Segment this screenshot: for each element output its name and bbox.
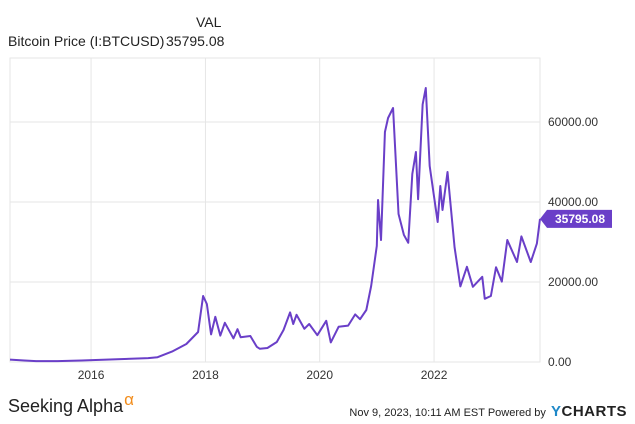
x-tick-label: 2018 — [192, 368, 219, 382]
y-axis: 0.00 20000.00 40000.00 60000.00 — [548, 115, 598, 369]
x-tick-label: 2016 — [78, 368, 105, 382]
x-tick-label: 2022 — [421, 368, 448, 382]
seeking-alpha-logo: Seeking Alphaα — [8, 390, 134, 416]
y-tick-label: 20000.00 — [548, 275, 598, 289]
y-tick-label: 40000.00 — [548, 195, 598, 209]
last-value-badge — [540, 209, 612, 228]
series-line — [9, 87, 541, 363]
chart-grid — [9, 57, 541, 363]
legend-series-value: 35795.08 — [166, 33, 225, 49]
legend-header: VAL — [196, 14, 222, 30]
last-value-label: 35795.08 — [555, 212, 605, 226]
alpha-symbol: α — [124, 390, 134, 409]
y-tick-label: 60000.00 — [548, 115, 598, 129]
attribution-text: Nov 9, 2023, 10:11 AM EST Powered by — [349, 407, 546, 419]
last-value-marker: 35795.08 — [540, 209, 612, 228]
y-tick-label: 0.00 — [548, 355, 572, 369]
ycharts-logo: YCHARTS — [550, 403, 627, 420]
plot-frame — [9, 57, 541, 363]
legend-series-label: Bitcoin Price (I:BTCUSD) — [8, 33, 165, 49]
footer-attribution: Nov 9, 2023, 10:11 AM EST Powered by YCH… — [349, 403, 627, 420]
chart-series — [9, 87, 541, 363]
x-tick-label: 2020 — [306, 368, 333, 382]
x-axis: 2016 2018 2020 2022 — [78, 368, 448, 382]
